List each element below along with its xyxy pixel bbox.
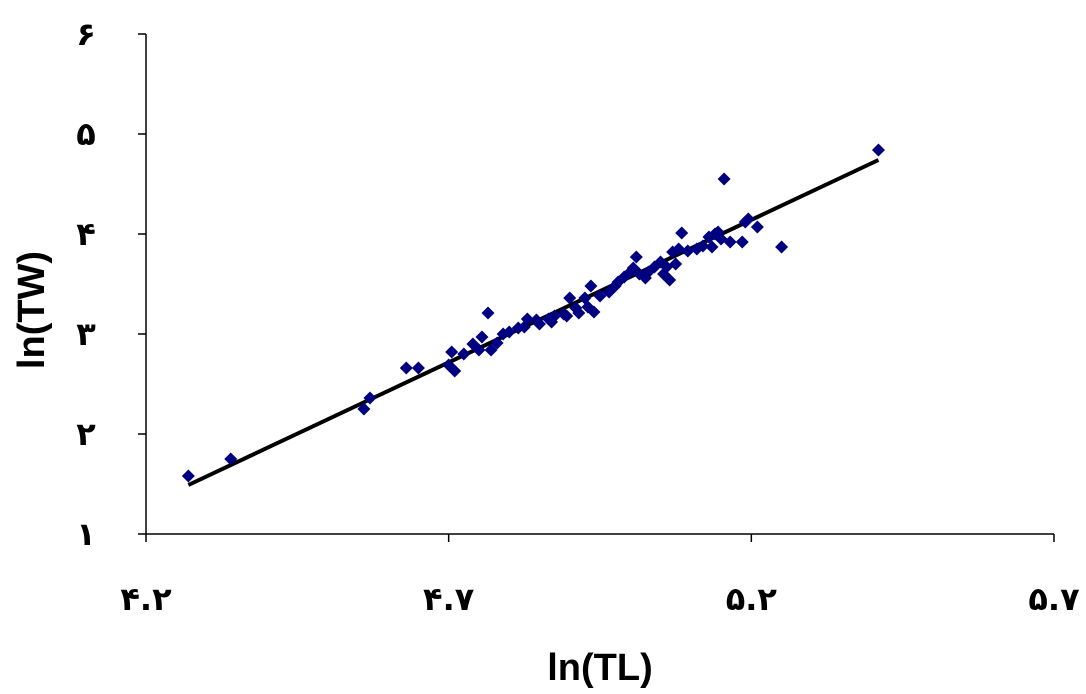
data-point xyxy=(775,240,789,254)
data-point xyxy=(445,345,459,359)
data-point xyxy=(572,306,586,320)
data-point xyxy=(548,309,562,323)
data-point xyxy=(520,312,534,326)
data-point xyxy=(457,347,471,361)
data-point xyxy=(363,391,377,405)
y-tick-label: ۶ xyxy=(76,15,96,53)
tick-marks xyxy=(138,33,1055,542)
data-points xyxy=(181,143,885,483)
data-point xyxy=(224,452,238,466)
data-point xyxy=(502,325,516,339)
data-point xyxy=(669,257,683,271)
data-point xyxy=(672,242,686,256)
y-tick-labels: ۱ ۲ ۳ ۴ ۵ ۶ xyxy=(76,15,96,553)
y-tick-label: ۳ xyxy=(76,315,96,353)
data-point xyxy=(181,469,195,483)
data-point xyxy=(563,291,577,305)
data-point xyxy=(448,364,462,378)
x-tick-label: ۵.۲ xyxy=(726,580,778,618)
data-point xyxy=(532,317,546,331)
x-axis-title: ln(TL) xyxy=(547,647,653,689)
data-point xyxy=(399,361,413,375)
data-point xyxy=(481,306,495,320)
data-point xyxy=(472,343,486,357)
x-tick-label: ۴.۷ xyxy=(423,580,475,618)
data-point xyxy=(484,343,498,357)
data-point xyxy=(681,244,695,258)
data-point xyxy=(560,309,574,323)
data-point xyxy=(663,273,677,287)
data-point xyxy=(629,250,643,264)
y-tick-label: ۵ xyxy=(76,115,96,153)
data-point xyxy=(675,226,689,240)
data-point xyxy=(723,235,737,249)
data-point xyxy=(750,220,764,234)
data-point xyxy=(871,143,885,157)
y-axis-title: ln(TW) xyxy=(11,251,53,369)
data-point xyxy=(741,212,755,226)
data-point xyxy=(735,235,749,249)
axes xyxy=(145,34,1054,535)
data-point xyxy=(475,330,489,344)
x-tick-labels: ۴.۲ ۴.۷ ۵.۲ ۵.۷ xyxy=(120,580,1080,618)
data-point xyxy=(696,239,710,253)
x-tick-label: ۵.۷ xyxy=(1028,580,1080,618)
data-point xyxy=(490,336,504,350)
y-tick-label: ۴ xyxy=(76,215,96,253)
data-point xyxy=(705,240,719,254)
data-point xyxy=(584,279,598,293)
data-point xyxy=(587,305,601,319)
x-tick-label: ۴.۲ xyxy=(120,580,172,618)
y-tick-label: ۱ xyxy=(76,515,96,553)
data-point xyxy=(717,172,731,186)
data-point xyxy=(411,361,425,375)
data-point xyxy=(593,289,607,303)
data-point xyxy=(357,402,371,416)
y-tick-label: ۲ xyxy=(76,415,96,453)
